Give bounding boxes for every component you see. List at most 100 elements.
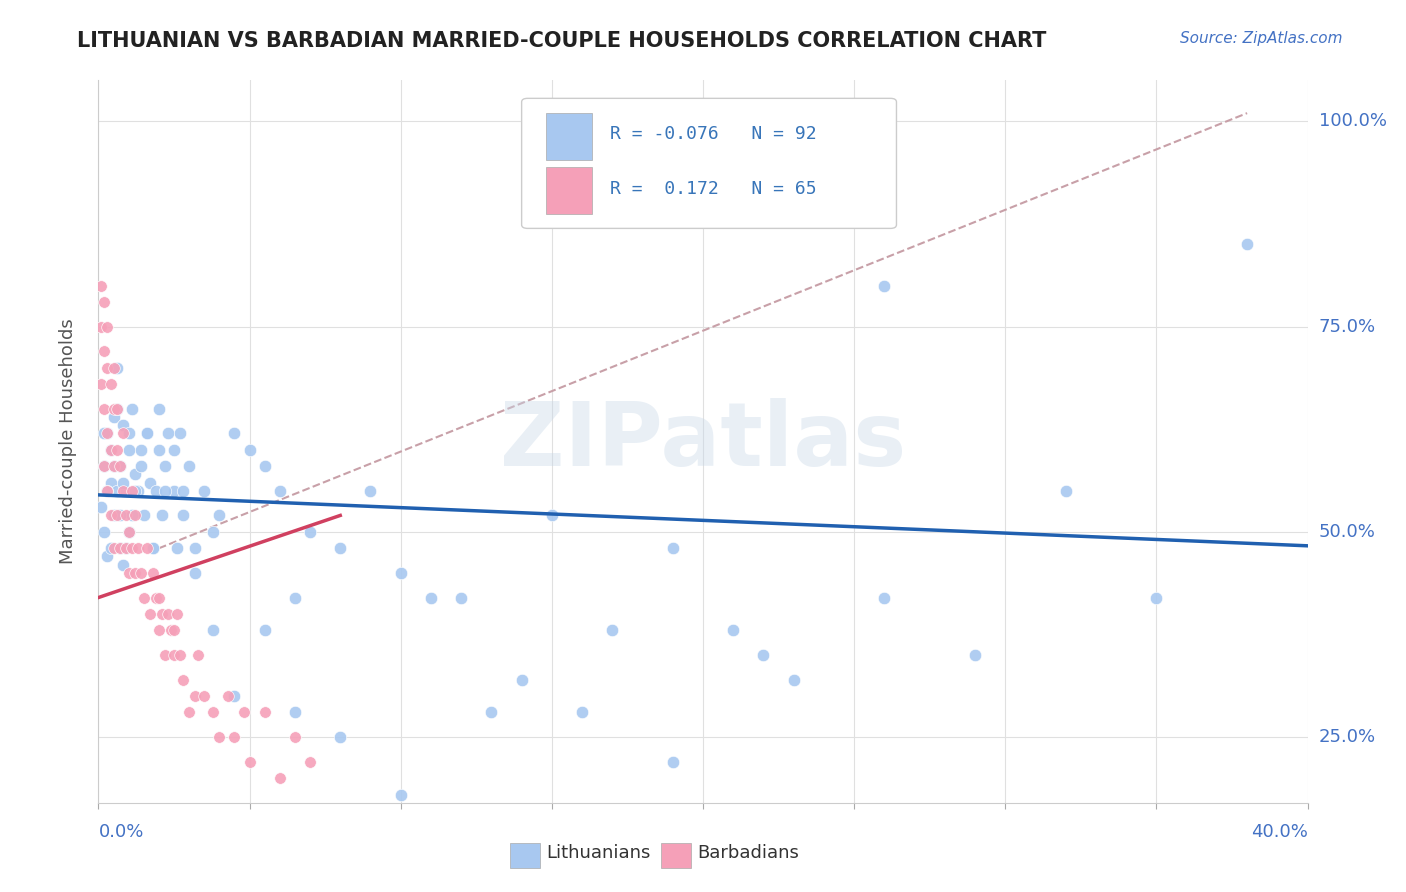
Point (172, 483, 194, 498)
Point (100, 508, 122, 523)
Point (163, 483, 186, 498)
Point (100, 442, 122, 457)
Point (153, 483, 176, 498)
Point (129, 459, 152, 474)
Point (752, 648, 775, 662)
Point (179, 706, 201, 720)
Point (253, 624, 276, 638)
Point (329, 730, 352, 744)
Point (108, 541, 131, 556)
Point (329, 541, 352, 556)
Point (723, 624, 745, 638)
Text: ZIPat​las: ZIPat​las (501, 398, 905, 485)
Point (172, 508, 194, 523)
Point (100, 541, 122, 556)
Text: 0.0%: 0.0% (98, 823, 143, 841)
Point (121, 483, 143, 498)
Point (232, 706, 254, 720)
Point (172, 673, 194, 687)
Point (1054, 483, 1077, 498)
Point (163, 442, 186, 457)
Point (129, 566, 152, 580)
Point (153, 648, 176, 662)
Point (420, 591, 443, 605)
Point (148, 624, 170, 638)
Point (124, 467, 146, 482)
Point (148, 442, 170, 457)
Point (661, 541, 683, 556)
Y-axis label: Married-couple Households: Married-couple Households (59, 318, 77, 565)
Point (150, 607, 173, 621)
Point (139, 475, 162, 490)
Point (96, 483, 118, 498)
Point (93, 401, 115, 416)
FancyBboxPatch shape (522, 98, 897, 228)
Text: 25.0%: 25.0% (1319, 728, 1376, 746)
Point (269, 771, 291, 785)
Point (571, 706, 593, 720)
Point (96, 549, 118, 564)
Point (166, 541, 188, 556)
Point (132, 508, 155, 523)
FancyBboxPatch shape (509, 843, 540, 868)
Point (153, 459, 176, 474)
Text: 40.0%: 40.0% (1251, 823, 1308, 841)
Point (114, 541, 136, 556)
Point (481, 706, 503, 720)
Point (783, 673, 806, 687)
Point (873, 278, 896, 293)
Point (105, 483, 128, 498)
Text: LITHUANIAN VS BARBADIAN MARRIED-COUPLE HOUSEHOLDS CORRELATION CHART: LITHUANIAN VS BARBADIAN MARRIED-COUPLE H… (77, 31, 1046, 51)
Point (169, 648, 191, 662)
Point (135, 426, 157, 441)
Point (129, 442, 152, 457)
Point (103, 541, 125, 556)
Point (873, 591, 896, 605)
Point (184, 689, 207, 703)
Point (148, 401, 170, 416)
Point (163, 648, 186, 662)
Point (1144, 591, 1167, 605)
Point (105, 401, 128, 416)
Point (540, 508, 562, 523)
Point (284, 730, 307, 744)
Point (208, 508, 231, 523)
Point (103, 401, 125, 416)
Point (142, 541, 165, 556)
Point (239, 442, 262, 457)
Point (105, 508, 128, 523)
Point (208, 730, 231, 744)
FancyBboxPatch shape (546, 112, 592, 160)
Point (360, 483, 382, 498)
Point (163, 624, 186, 638)
Point (93, 295, 115, 310)
Point (160, 624, 183, 638)
Point (1236, 237, 1258, 252)
Point (96, 483, 118, 498)
Point (111, 475, 134, 490)
Point (135, 426, 157, 441)
Point (450, 591, 472, 605)
Point (100, 475, 122, 490)
Point (121, 508, 143, 523)
Point (142, 566, 165, 580)
Point (103, 459, 125, 474)
Point (965, 648, 987, 662)
Point (135, 541, 157, 556)
Point (105, 401, 128, 416)
Text: Lithuanians: Lithuanians (546, 845, 650, 863)
Point (124, 483, 146, 498)
Point (108, 541, 131, 556)
Point (139, 607, 162, 621)
Point (187, 648, 209, 662)
Point (93, 344, 115, 359)
Text: R = -0.076   N = 92: R = -0.076 N = 92 (610, 126, 817, 144)
Point (118, 524, 141, 539)
Point (93, 459, 115, 474)
Point (111, 418, 134, 433)
Point (108, 459, 131, 474)
Point (156, 426, 179, 441)
Point (118, 566, 141, 580)
Point (96, 426, 118, 441)
Point (299, 755, 322, 769)
